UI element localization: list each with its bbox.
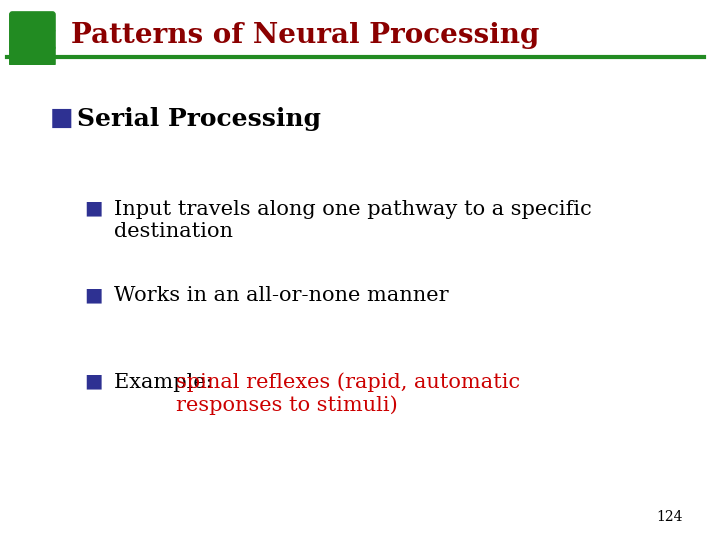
Text: Input travels along one pathway to a specific
destination: Input travels along one pathway to a spe… — [114, 200, 592, 241]
Text: Patterns of Neural Processing: Patterns of Neural Processing — [71, 22, 539, 49]
FancyBboxPatch shape — [10, 46, 55, 66]
FancyBboxPatch shape — [10, 29, 55, 50]
Text: spinal reflexes (rapid, automatic
responses to stimuli): spinal reflexes (rapid, automatic respon… — [176, 373, 521, 415]
Text: ■: ■ — [85, 200, 110, 218]
Text: ■: ■ — [50, 107, 81, 130]
FancyBboxPatch shape — [10, 12, 55, 32]
Text: Serial Processing: Serial Processing — [77, 107, 321, 131]
Text: Works in an all-or-none manner: Works in an all-or-none manner — [114, 286, 449, 305]
Text: Example:: Example: — [114, 373, 219, 392]
Text: ■: ■ — [85, 286, 110, 304]
Text: ■: ■ — [85, 373, 110, 390]
Text: 124: 124 — [656, 510, 683, 524]
